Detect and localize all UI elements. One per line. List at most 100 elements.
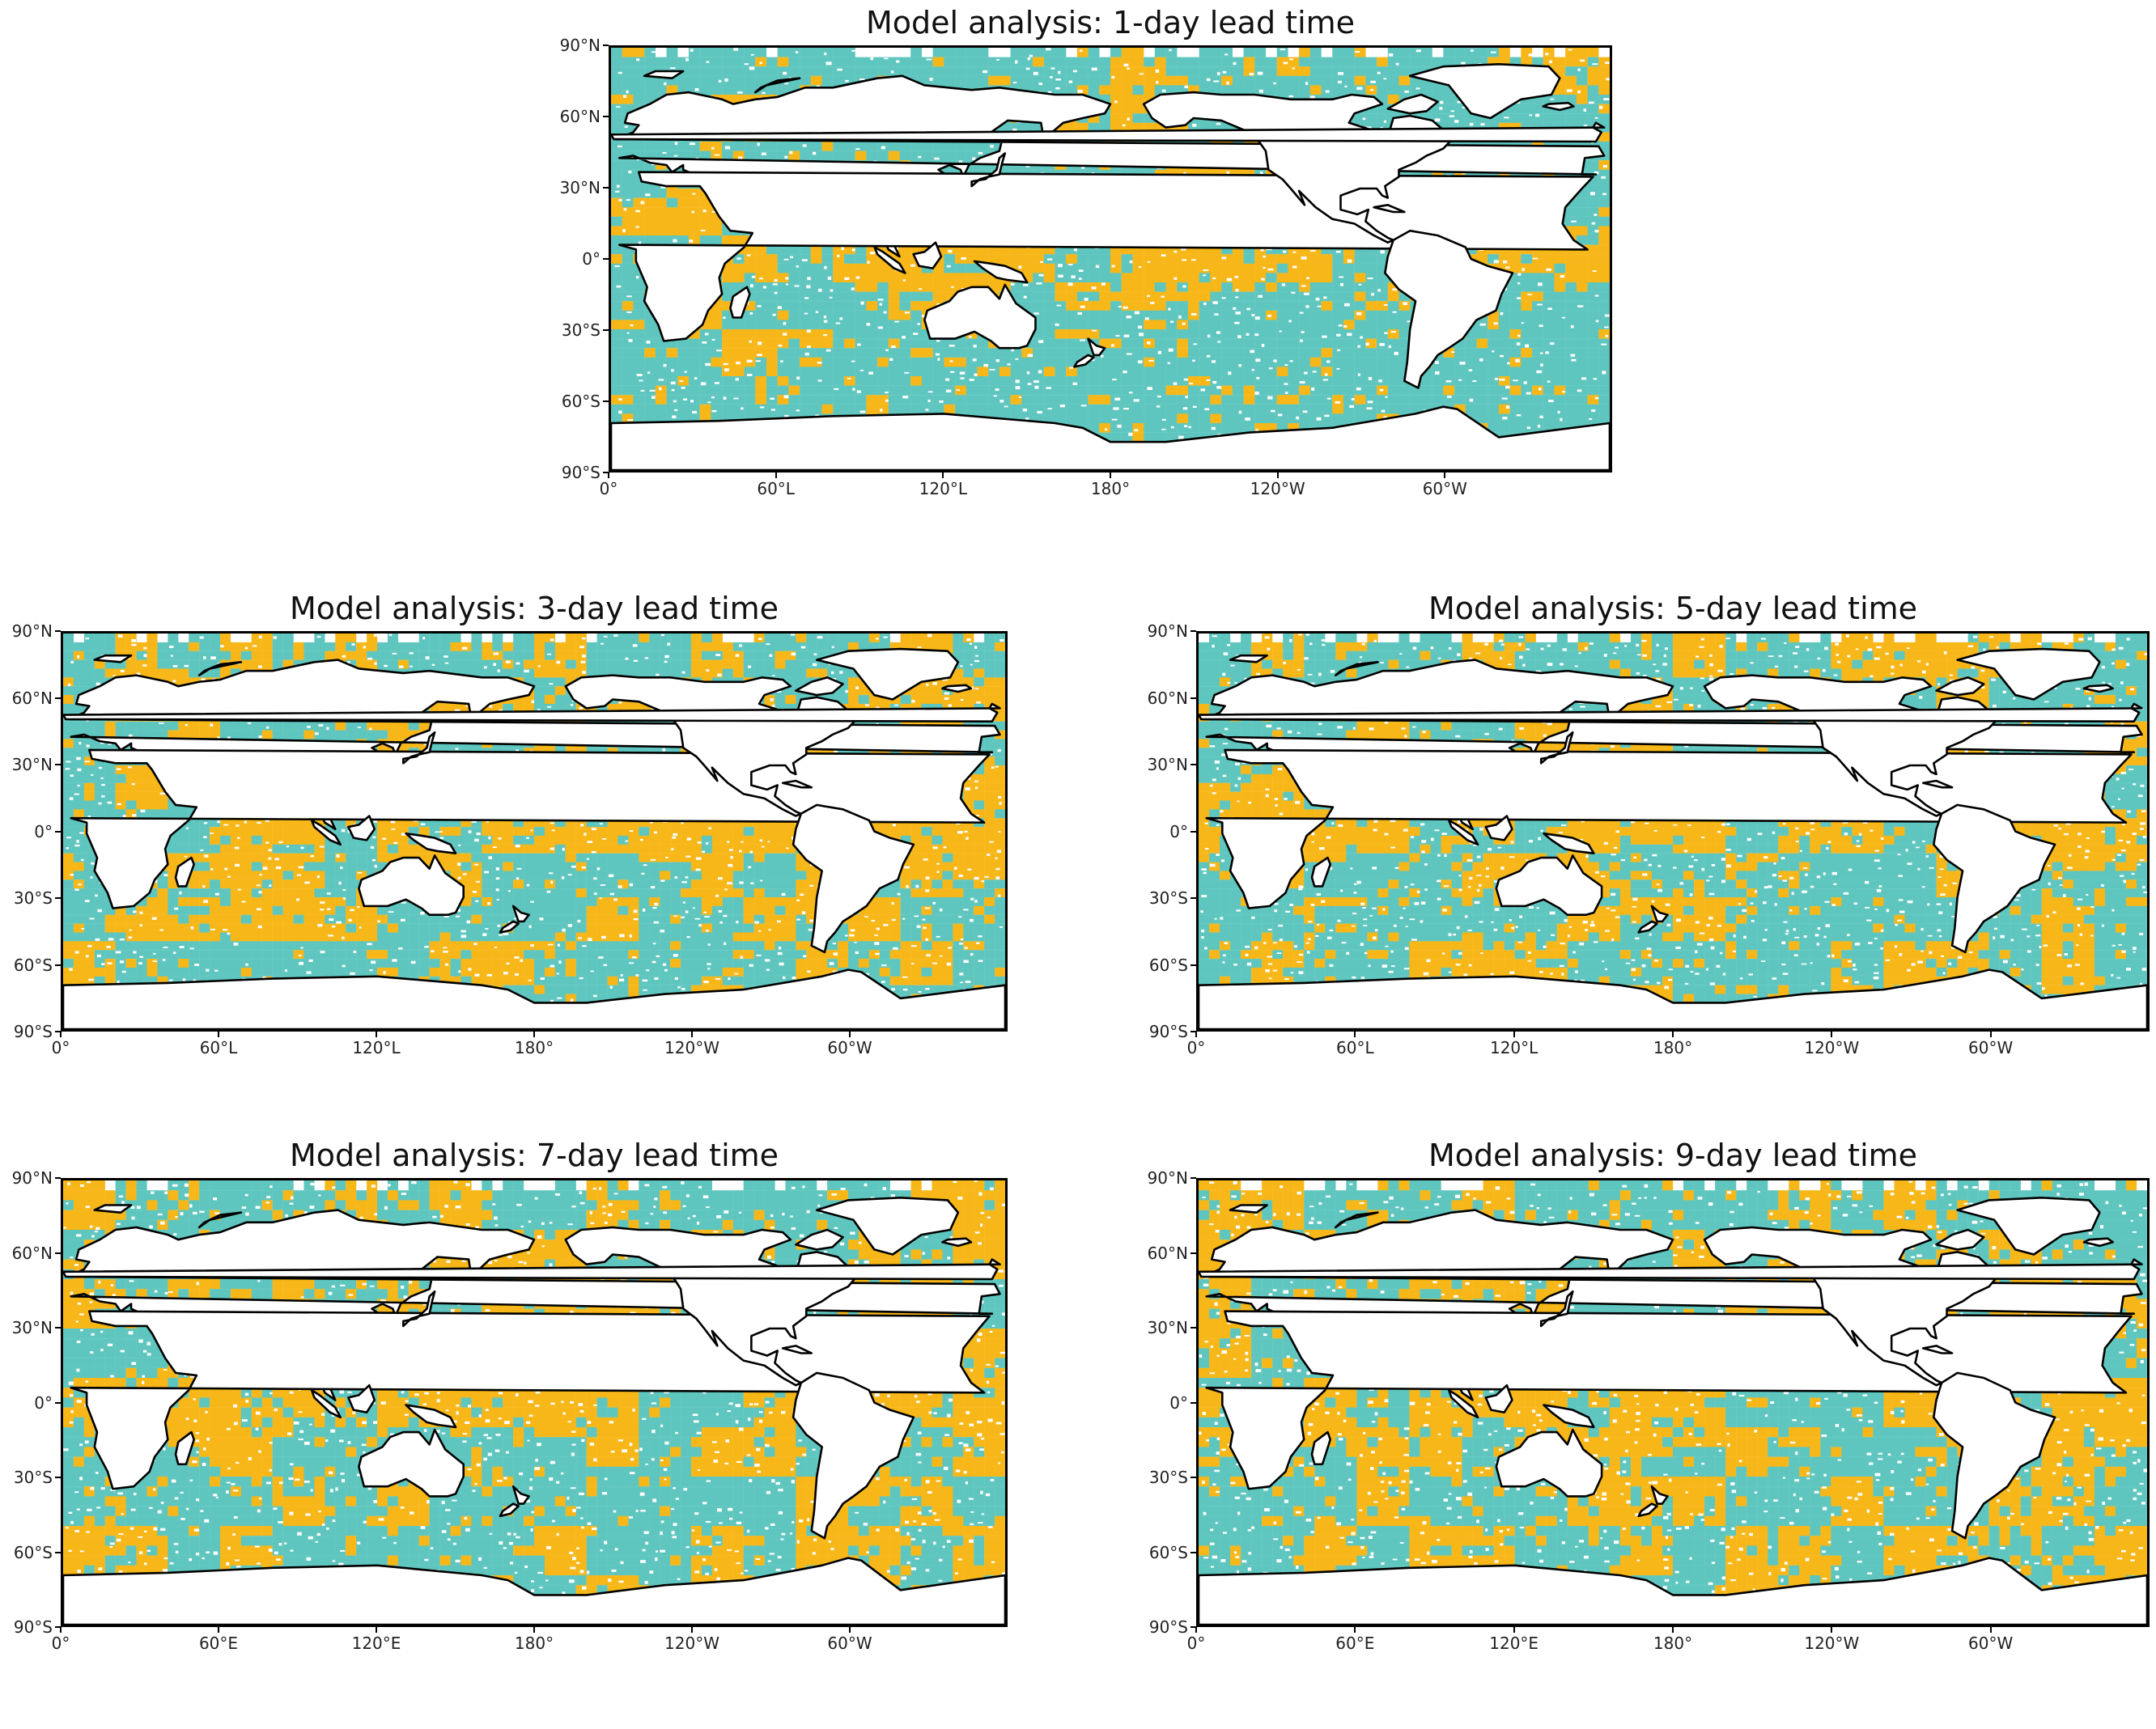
lon-tick-label: 60°E <box>1306 1634 1403 1653</box>
lat-tick-label: 30°N <box>1131 1318 1188 1337</box>
lat-tick-label: 60°N <box>1131 689 1188 708</box>
lon-tick-label: 60°W <box>801 1038 898 1057</box>
lon-tick-label: 120°W <box>643 1038 741 1057</box>
lon-tick-label: 120°L <box>328 1038 425 1057</box>
lat-tick-label: 30°S <box>544 320 601 340</box>
lat-tick <box>1190 831 1196 833</box>
lon-tick-label: 120°W <box>1783 1634 1880 1653</box>
lat-tick <box>55 1477 61 1478</box>
lon-tick-label: 120°E <box>1466 1634 1563 1653</box>
lon-tick <box>1672 1627 1674 1633</box>
lon-tick-label: 120°W <box>1783 1038 1880 1057</box>
lat-tick-label: 60°N <box>1131 1244 1188 1263</box>
lat-tick <box>55 697 61 699</box>
lat-tick-label: 0° <box>1131 822 1188 841</box>
lat-tick <box>55 1327 61 1329</box>
lat-tick <box>1190 697 1196 699</box>
lon-tick-label: 120°W <box>1229 479 1326 498</box>
lat-tick-label: 90°N <box>544 36 601 55</box>
lon-tick <box>1195 1032 1197 1037</box>
map-frame <box>1196 631 2150 1032</box>
lat-tick <box>55 1402 61 1404</box>
lat-tick-label: 60°N <box>0 1244 53 1263</box>
lat-tick <box>55 1177 61 1179</box>
lon-tick <box>1672 1032 1674 1037</box>
lat-tick-label: 90°N <box>0 621 53 641</box>
lon-tick <box>1990 1032 1992 1037</box>
lat-tick-label: 30°S <box>1131 1468 1188 1487</box>
panel-title: Model analysis: 1-day lead time <box>609 2 1612 44</box>
lon-tick-label: 180° <box>1624 1038 1721 1057</box>
lon-tick <box>691 1032 693 1037</box>
lat-tick <box>1190 1327 1196 1329</box>
lon-tick-label: 0° <box>560 479 657 498</box>
lat-tick-label: 0° <box>1131 1393 1188 1413</box>
lon-tick-label: 120°L <box>894 479 991 498</box>
lon-tick-label: 60°L <box>170 1038 267 1057</box>
lon-tick <box>1110 473 1111 478</box>
lon-tick-label: 0° <box>1148 1634 1245 1653</box>
lat-tick <box>55 1252 61 1254</box>
map-svg <box>1199 634 2147 1029</box>
lon-tick-label: 60°E <box>170 1634 267 1653</box>
lon-tick-label: 0° <box>1148 1038 1245 1057</box>
lon-tick-label: 180° <box>1062 479 1159 498</box>
lon-tick <box>849 1032 851 1037</box>
map-frame <box>1196 1178 2150 1627</box>
lon-tick <box>1277 473 1279 478</box>
lat-tick <box>1190 1252 1196 1254</box>
lon-tick-label: 60°W <box>1396 479 1493 498</box>
lon-tick-label: 0° <box>12 1634 109 1653</box>
lat-tick <box>55 630 61 632</box>
lat-tick <box>603 400 609 402</box>
lat-tick-label: 60°S <box>1131 956 1188 975</box>
lon-tick <box>376 1627 377 1633</box>
panel-title: Model analysis: 3-day lead time <box>61 587 1008 629</box>
lat-tick-label: 0° <box>0 1393 53 1413</box>
lon-tick <box>533 1627 535 1633</box>
panel-title: Model analysis: 7-day lead time <box>61 1134 1008 1176</box>
lat-tick <box>1190 1402 1196 1404</box>
lon-tick <box>1354 1032 1356 1037</box>
lon-tick-label: 0° <box>12 1038 109 1057</box>
lat-tick-label: 60°N <box>0 689 53 708</box>
lat-tick-label: 0° <box>544 249 601 269</box>
lon-tick-label: 180° <box>1624 1634 1721 1653</box>
lon-tick-label: 60°L <box>1306 1038 1403 1057</box>
lat-tick <box>55 831 61 833</box>
map-frame <box>61 1178 1008 1627</box>
lat-tick <box>1190 764 1196 765</box>
lon-tick <box>1354 1627 1356 1633</box>
lat-tick <box>55 764 61 765</box>
lat-tick <box>55 1552 61 1553</box>
lon-tick <box>1831 1627 1832 1633</box>
map-svg <box>611 48 1610 470</box>
lat-tick <box>1190 964 1196 966</box>
lat-tick <box>1190 1177 1196 1179</box>
map-svg <box>63 634 1005 1029</box>
map-frame <box>609 45 1612 473</box>
lat-tick <box>603 258 609 260</box>
map-svg <box>1199 1180 2147 1625</box>
panel-title: Model analysis: 5-day lead time <box>1196 587 2150 629</box>
lat-tick <box>1190 1552 1196 1553</box>
lon-tick <box>1195 1627 1197 1633</box>
lon-tick <box>849 1627 851 1633</box>
lon-tick <box>60 1627 62 1633</box>
lon-tick <box>60 1032 62 1037</box>
lat-tick <box>55 897 61 899</box>
lat-tick-label: 90°N <box>1131 621 1188 641</box>
lat-tick <box>1190 897 1196 899</box>
lat-tick-label: 30°S <box>0 1468 53 1487</box>
lat-tick-label: 60°S <box>0 956 53 975</box>
lat-tick-label: 30°N <box>0 1318 53 1337</box>
lat-tick-label: 30°S <box>0 888 53 908</box>
lon-tick <box>533 1032 535 1037</box>
lat-tick-label: 30°N <box>544 178 601 197</box>
lon-tick <box>1831 1032 1832 1037</box>
